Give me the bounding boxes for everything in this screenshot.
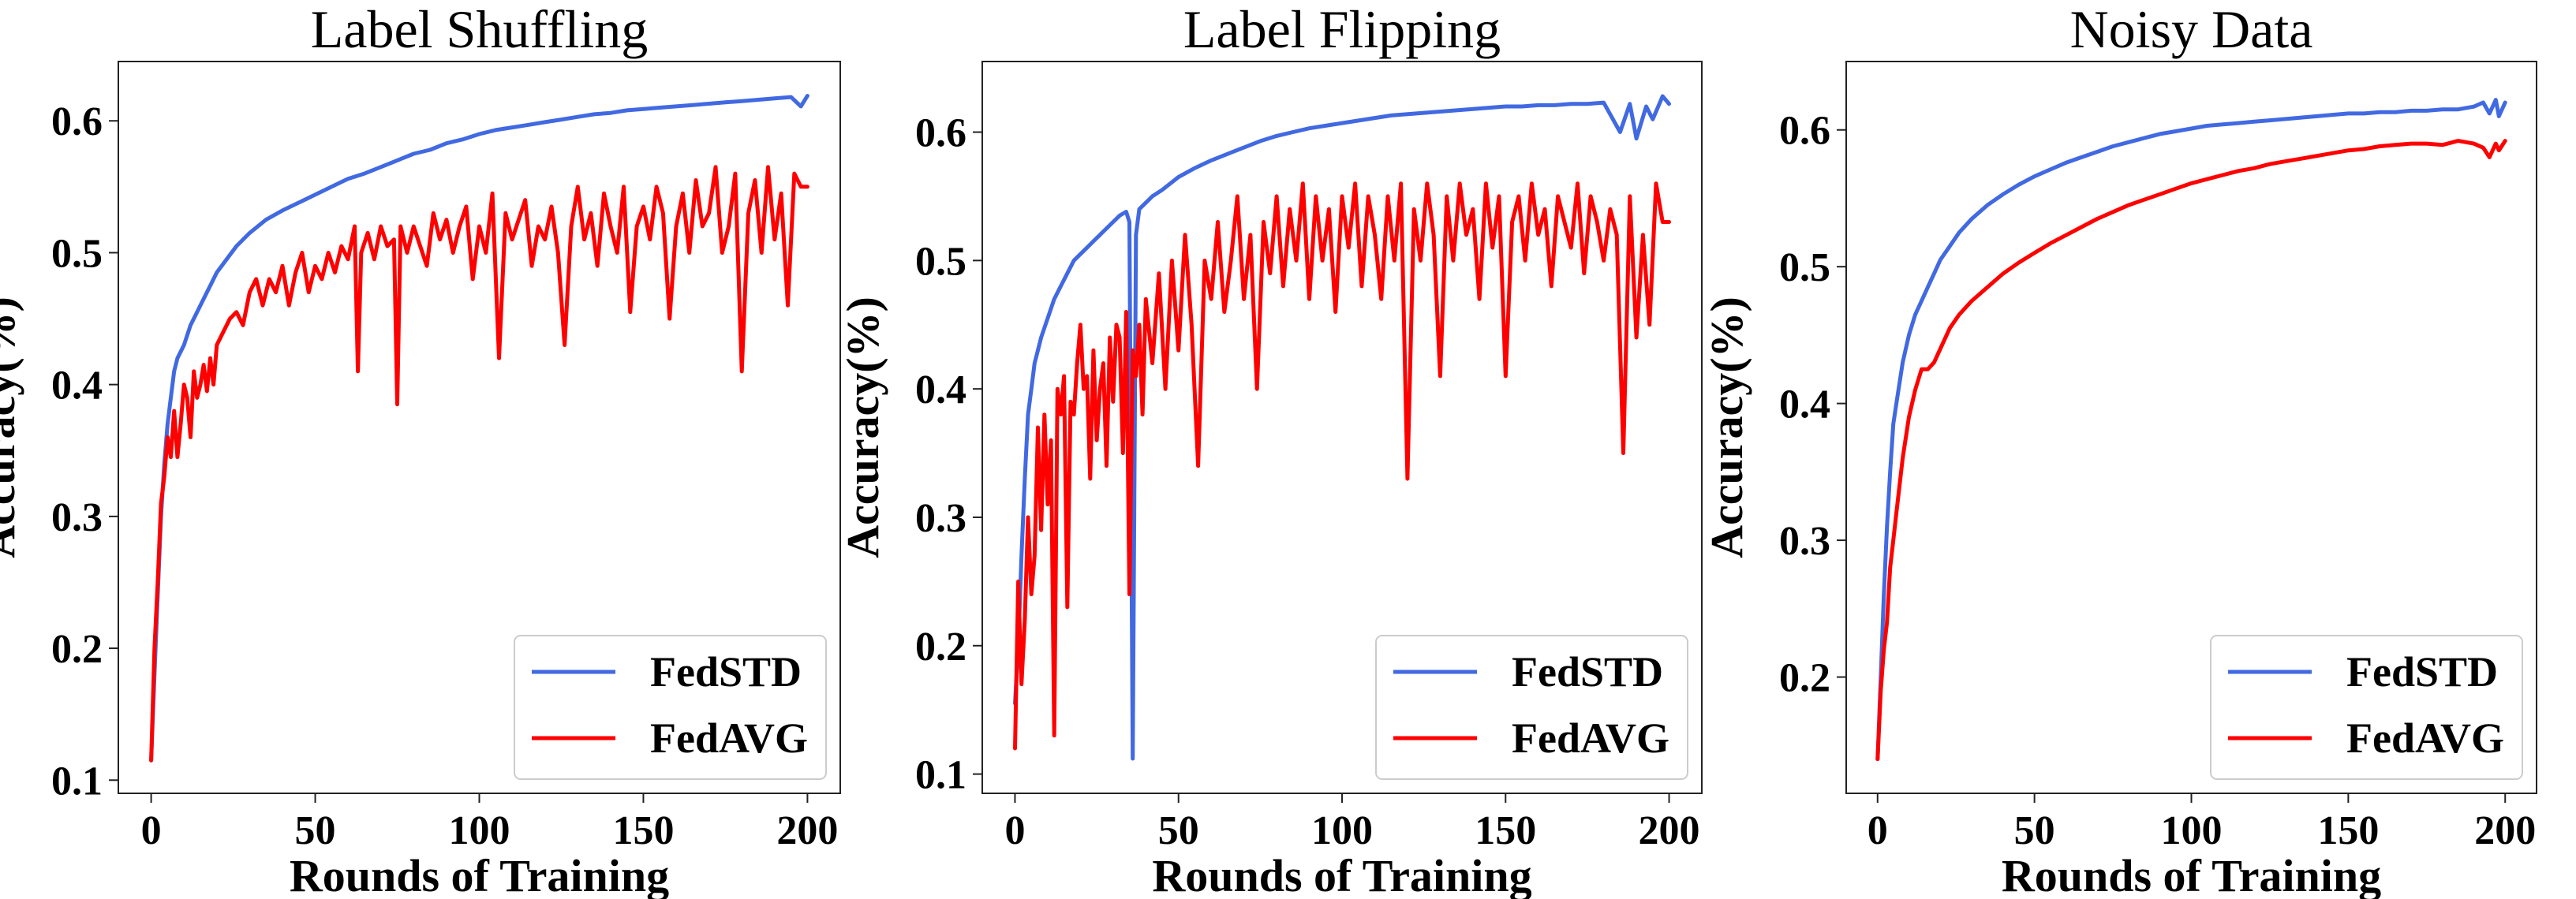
y-tick-label: 0.4 (51, 364, 103, 408)
series-group (1875, 98, 2507, 762)
y-tick-label: 0.6 (915, 111, 966, 156)
y-tick-label: 0.4 (915, 367, 966, 412)
y-tick-label: 0.3 (51, 495, 103, 540)
x-tick-label: 150 (612, 808, 674, 853)
y-tick-label: 0.2 (51, 627, 103, 672)
series-line-fedavg (149, 165, 809, 763)
y-tick-label: 0.3 (1779, 519, 1830, 564)
series-group (1013, 94, 1671, 761)
legend-label-fedavg: FedAVG (1512, 714, 1669, 762)
y-tick-label: 0.5 (915, 239, 966, 284)
x-tick-label: 0 (1004, 808, 1025, 853)
x-tick-label: 100 (449, 808, 510, 853)
series-group (149, 94, 809, 763)
chart-title: Label Shuffling (311, 0, 648, 59)
y-tick-label: 0.2 (1779, 656, 1830, 701)
legend: FedSTD FedAVG (2210, 635, 2523, 780)
x-tick-label: 50 (1158, 808, 1199, 853)
y-tick-label: 0.5 (1779, 245, 1830, 290)
chart-panel-3: Noisy Data 0 50 100 150 200 0.2 0.3 0.4 0.5 0.6 Rou… (1701, 0, 2537, 899)
x-tick-label: 100 (1311, 808, 1373, 853)
x-tick-label: 50 (2014, 808, 2055, 853)
series-line-fedstd (149, 94, 809, 763)
y-tick-label: 0.6 (51, 99, 103, 144)
chart-title: Label Flipping (1183, 0, 1501, 59)
y-tick-label: 0.5 (51, 231, 103, 276)
y-tick-label: 0.4 (1779, 382, 1830, 427)
legend-label-fedavg: FedAVG (650, 714, 808, 762)
series-line-fedavg (1013, 181, 1671, 751)
x-axis-label: Rounds of Training (290, 850, 669, 899)
series-line-fedstd (1875, 98, 2507, 762)
x-tick-label: 0 (141, 808, 162, 853)
legend-label-fedstd: FedSTD (2346, 648, 2498, 696)
series-line-fedavg (1875, 139, 2507, 762)
y-tick-label: 0.2 (915, 625, 966, 670)
y-axis-label: Accuracy(%) (0, 297, 24, 558)
y-axis-label: Accuracy(%) (837, 297, 888, 558)
legend: FedSTD FedAVG (1375, 635, 1688, 780)
chart-panel-2: Label Flipping 0 50 100 150 200 0.1 0.2 0.3 0.4 0.… (837, 0, 1703, 899)
x-tick-label: 200 (1639, 808, 1700, 853)
x-tick-label: 150 (1475, 808, 1536, 853)
legend-label-fedstd: FedSTD (1512, 648, 1663, 696)
x-tick-label: 200 (2474, 808, 2536, 853)
x-axis-label: Rounds of Training (2002, 850, 2381, 899)
y-axis-label: Accuracy(%) (1701, 297, 1752, 558)
y-tick-label: 0.1 (915, 753, 966, 798)
x-axis-label: Rounds of Training (1152, 850, 1531, 899)
chart-panel-1: Label Shuffling 0 50 100 150 200 0.1 0.2 0.3 0.4 0… (0, 0, 841, 899)
x-tick-label: 0 (1868, 808, 1888, 853)
y-tick-label: 0.1 (51, 759, 103, 804)
x-tick-label: 50 (295, 808, 336, 853)
y-tick-label: 0.6 (1779, 109, 1830, 154)
x-tick-label: 150 (2317, 808, 2379, 853)
y-tick-label: 0.3 (915, 496, 966, 541)
x-tick-label: 100 (2161, 808, 2223, 853)
legend-label-fedstd: FedSTD (650, 648, 802, 696)
legend-label-fedavg: FedAVG (2346, 714, 2504, 762)
legend: FedSTD FedAVG (514, 635, 827, 780)
series-line-fedstd (1013, 94, 1671, 761)
chart-title: Noisy Data (2070, 0, 2313, 59)
x-tick-label: 200 (776, 808, 838, 853)
